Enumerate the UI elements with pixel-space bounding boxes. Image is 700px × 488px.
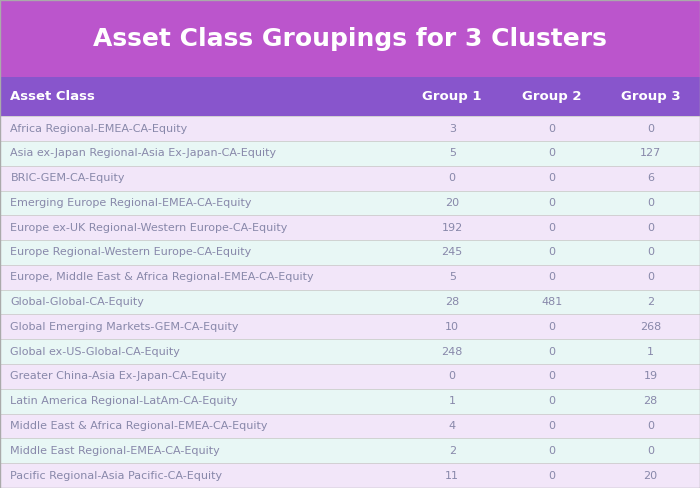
Text: Europe Regional-Western Europe-CA-Equity: Europe Regional-Western Europe-CA-Equity — [10, 247, 252, 258]
Text: 11: 11 — [445, 470, 459, 481]
Text: 28: 28 — [643, 396, 658, 406]
Text: 245: 245 — [442, 247, 463, 258]
Text: 248: 248 — [442, 346, 463, 357]
Text: Group 3: Group 3 — [621, 90, 680, 103]
Text: 0: 0 — [647, 198, 654, 208]
Text: 1: 1 — [449, 396, 456, 406]
Text: 4: 4 — [449, 421, 456, 431]
Text: Pacific Regional-Asia Pacific-CA-Equity: Pacific Regional-Asia Pacific-CA-Equity — [10, 470, 223, 481]
Text: Africa Regional-EMEA-CA-Equity: Africa Regional-EMEA-CA-Equity — [10, 123, 188, 134]
Text: 481: 481 — [541, 297, 562, 307]
Text: 0: 0 — [548, 446, 555, 456]
Text: BRIC-GEM-CA-Equity: BRIC-GEM-CA-Equity — [10, 173, 125, 183]
Text: 0: 0 — [647, 421, 654, 431]
Text: 0: 0 — [548, 247, 555, 258]
Text: 0: 0 — [548, 421, 555, 431]
Text: 5: 5 — [449, 272, 456, 282]
Text: 3: 3 — [449, 123, 456, 134]
Text: 2: 2 — [449, 446, 456, 456]
Text: 20: 20 — [445, 198, 459, 208]
Text: 0: 0 — [647, 223, 654, 233]
Text: Europe ex-UK Regional-Western Europe-CA-Equity: Europe ex-UK Regional-Western Europe-CA-… — [10, 223, 288, 233]
Text: 5: 5 — [449, 148, 456, 158]
Text: Global-Global-CA-Equity: Global-Global-CA-Equity — [10, 297, 144, 307]
Text: 0: 0 — [548, 371, 555, 382]
Text: Asia ex-Japan Regional-Asia Ex-Japan-CA-Equity: Asia ex-Japan Regional-Asia Ex-Japan-CA-… — [10, 148, 276, 158]
Text: 10: 10 — [445, 322, 459, 332]
Text: 0: 0 — [449, 371, 456, 382]
Text: 19: 19 — [643, 371, 658, 382]
Text: Global ex-US-Global-CA-Equity: Global ex-US-Global-CA-Equity — [10, 346, 181, 357]
Text: Europe, Middle East & Africa Regional-EMEA-CA-Equity: Europe, Middle East & Africa Regional-EM… — [10, 272, 314, 282]
Text: 0: 0 — [647, 123, 654, 134]
Text: Emerging Europe Regional-EMEA-CA-Equity: Emerging Europe Regional-EMEA-CA-Equity — [10, 198, 252, 208]
Text: Group 1: Group 1 — [422, 90, 482, 103]
Text: 0: 0 — [548, 198, 555, 208]
Text: 0: 0 — [548, 396, 555, 406]
Text: 6: 6 — [647, 173, 654, 183]
Text: 0: 0 — [548, 272, 555, 282]
Text: 0: 0 — [548, 470, 555, 481]
Text: 0: 0 — [548, 346, 555, 357]
Text: 0: 0 — [548, 223, 555, 233]
Text: 20: 20 — [643, 470, 658, 481]
Text: Greater China-Asia Ex-Japan-CA-Equity: Greater China-Asia Ex-Japan-CA-Equity — [10, 371, 227, 382]
Text: 0: 0 — [647, 247, 654, 258]
Text: Asset Class: Asset Class — [10, 90, 95, 103]
Text: 0: 0 — [548, 173, 555, 183]
Text: 0: 0 — [449, 173, 456, 183]
Text: 0: 0 — [647, 446, 654, 456]
Text: Global Emerging Markets-GEM-CA-Equity: Global Emerging Markets-GEM-CA-Equity — [10, 322, 239, 332]
Text: 0: 0 — [548, 148, 555, 158]
Text: 2: 2 — [647, 297, 655, 307]
Text: Asset Class Groupings for 3 Clusters: Asset Class Groupings for 3 Clusters — [93, 26, 607, 51]
Text: Middle East Regional-EMEA-CA-Equity: Middle East Regional-EMEA-CA-Equity — [10, 446, 220, 456]
Text: 28: 28 — [445, 297, 459, 307]
Text: 268: 268 — [640, 322, 662, 332]
Text: Group 2: Group 2 — [522, 90, 581, 103]
Text: 0: 0 — [548, 123, 555, 134]
Text: 0: 0 — [647, 272, 654, 282]
Text: 192: 192 — [442, 223, 463, 233]
Text: Latin America Regional-LatAm-CA-Equity: Latin America Regional-LatAm-CA-Equity — [10, 396, 238, 406]
Text: 0: 0 — [548, 322, 555, 332]
Text: 1: 1 — [647, 346, 654, 357]
Text: 127: 127 — [640, 148, 662, 158]
Text: Middle East & Africa Regional-EMEA-CA-Equity: Middle East & Africa Regional-EMEA-CA-Eq… — [10, 421, 268, 431]
